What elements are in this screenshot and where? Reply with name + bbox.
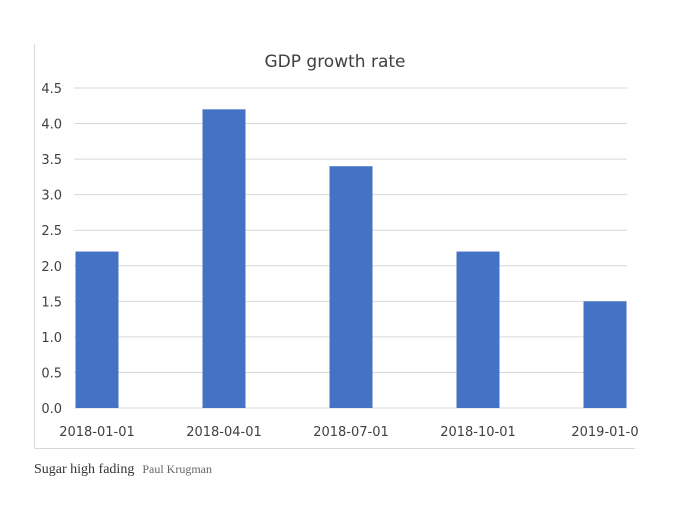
bar-chart: GDP growth rate 0.0 0.5 1.0 1.5 2.0 2.5 3.0 3.5… bbox=[41, 52, 638, 440]
caption-text: Sugar high fading bbox=[34, 462, 135, 477]
x-tick-label: 2018-10-01 bbox=[440, 425, 516, 440]
chart-frame bbox=[34, 44, 635, 449]
bars bbox=[75, 109, 627, 408]
y-tick-label: 1.0 bbox=[41, 331, 62, 346]
chart-title: GDP growth rate bbox=[264, 52, 405, 72]
y-tick-label: 1.5 bbox=[41, 295, 62, 310]
bar-2018-07-01 bbox=[329, 166, 373, 408]
bar-2018-01-01 bbox=[75, 251, 119, 408]
x-tick-label: 2018-01-01 bbox=[59, 425, 135, 440]
y-tick-label: 3.0 bbox=[41, 189, 62, 204]
y-axis-ticks: 0.0 0.5 1.0 1.5 2.0 2.5 3.0 3.5 4.0 4.5 bbox=[41, 82, 62, 417]
bar-2019-01-01 bbox=[583, 301, 627, 408]
y-tick-label: 2.0 bbox=[41, 260, 62, 275]
bar-2018-04-01 bbox=[202, 109, 246, 408]
bar-2018-10-01 bbox=[456, 251, 500, 408]
y-tick-label: 0.0 bbox=[41, 402, 62, 417]
y-tick-label: 0.5 bbox=[41, 366, 62, 381]
y-tick-label: 2.5 bbox=[41, 224, 62, 239]
x-axis-ticks: 2018-01-01 2018-04-01 2018-07-01 2018-10-01… bbox=[59, 425, 638, 440]
x-tick-label: 2018-04-01 bbox=[186, 425, 262, 440]
y-tick-label: 4.5 bbox=[41, 82, 62, 97]
y-tick-label: 3.5 bbox=[41, 153, 62, 168]
y-tick-label: 4.0 bbox=[41, 118, 62, 133]
x-tick-label: 2019-01-0 bbox=[571, 425, 638, 440]
figure-caption: Sugar high fading Paul Krugman bbox=[34, 460, 212, 478]
x-tick-label: 2018-07-01 bbox=[313, 425, 389, 440]
caption-credit: Paul Krugman bbox=[142, 462, 212, 476]
